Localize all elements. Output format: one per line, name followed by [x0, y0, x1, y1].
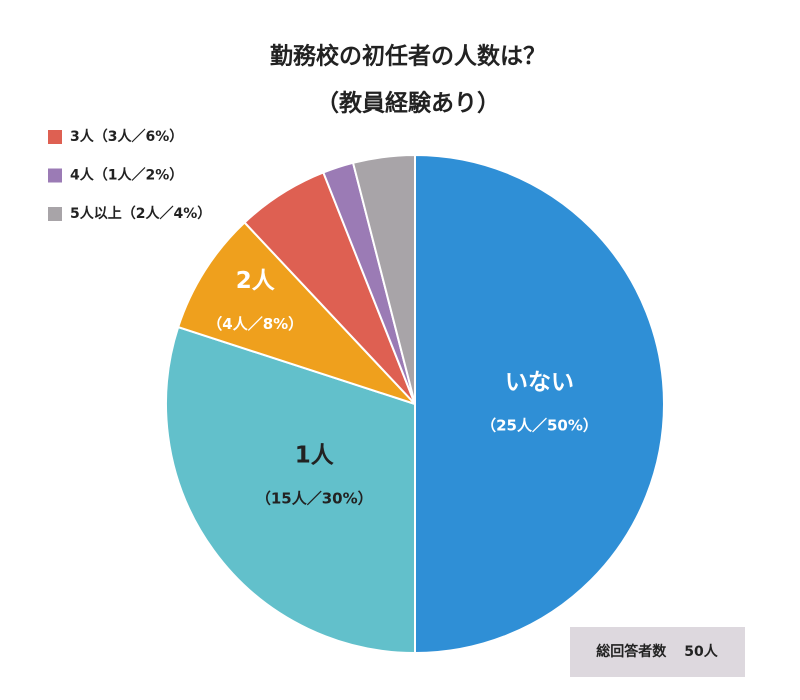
total-value: 50人 [684, 643, 718, 660]
slice-label: 1人 [295, 443, 335, 469]
legend-label: 4人 [70, 167, 95, 184]
legend-value-label: （1人／2%） [94, 167, 184, 184]
total-box [570, 627, 745, 677]
legend-entry: 4人（1人／2%） [70, 167, 183, 184]
legend-swatch [48, 207, 62, 221]
chart-subtitle: （教員経験あり） [316, 90, 500, 117]
pie-slice [176, 221, 416, 405]
pie-slice [351, 153, 416, 405]
pie-slice [414, 153, 665, 655]
slice-label: いない [505, 370, 574, 396]
legend-value-label: （2人／4%） [122, 205, 212, 222]
slice-value-label: （15人／30%） [256, 490, 373, 508]
legend-swatch [48, 130, 62, 144]
legend-label: 3人 [70, 128, 95, 145]
legend-entry: 5人以上（2人／4%） [70, 205, 211, 222]
pie-slice [165, 325, 416, 655]
total-text: 総回答者数 50人 [596, 643, 718, 660]
slice-label: 2人 [236, 268, 276, 294]
legend-label: 5人以上 [70, 205, 122, 222]
total-label: 総回答者数 [596, 643, 667, 660]
slice-value-label: （4人／8%） [207, 315, 303, 333]
legend-swatch [48, 168, 62, 183]
legend-entry: 3人（3人／6%） [70, 128, 183, 145]
legend-value-label: （3人／6%） [94, 128, 184, 145]
chart-title: 勤務校の初任者の人数は？ [270, 43, 546, 70]
slice-value-label: （25人／50%） [481, 417, 598, 435]
